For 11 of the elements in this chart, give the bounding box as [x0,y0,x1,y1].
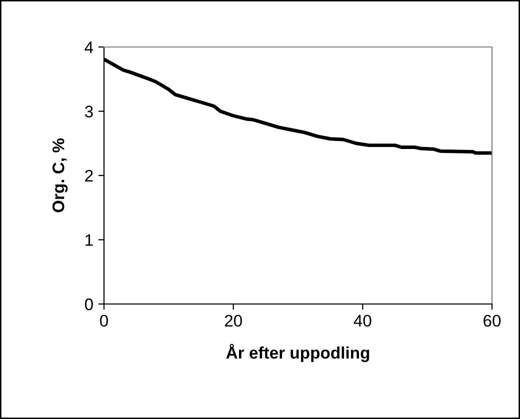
x-axis-title: År efter uppodling [226,344,370,362]
x-tick-label: 60 [484,314,501,327]
y-tick-label: 1 [86,234,93,246]
y-tick-label: 4 [84,42,94,54]
y-tick-label: 3 [84,106,93,118]
y-tick-label: 2 [85,170,93,182]
x-tick-label: 40 [354,314,372,327]
y-axis-title: Org. C, % [52,138,68,212]
x-tick-label: 20 [224,314,242,327]
y-tick-label: 0 [84,298,93,310]
x-tick-label: 0 [100,314,108,327]
